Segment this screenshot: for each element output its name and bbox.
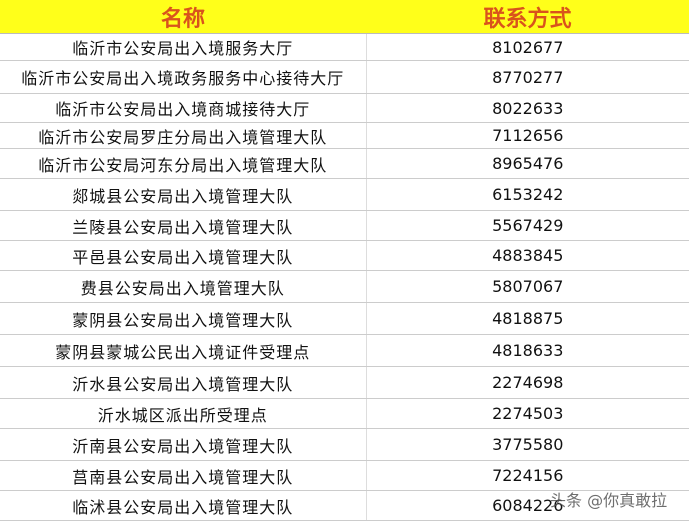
phone-number: 5567429 bbox=[366, 210, 689, 241]
table-row: 临沂市公安局出入境商城接待大厅 8022633 bbox=[0, 93, 689, 123]
phone-number: 2274698 bbox=[366, 366, 689, 399]
phone-number: 4818633 bbox=[366, 334, 689, 367]
phone-number: 3775580 bbox=[366, 428, 689, 461]
table-row: 临沂市公安局出入境政务服务中心接待大厅 8770277 bbox=[0, 60, 689, 94]
office-name: 临沂市公安局出入境政务服务中心接待大厅 bbox=[0, 60, 367, 94]
phone-number: 8102677 bbox=[366, 33, 689, 61]
table-row: 临沂市公安局河东分局出入境管理大队 8965476 bbox=[0, 148, 689, 179]
watermark: 头条 @你真敢拉 bbox=[550, 491, 668, 510]
table-row: 蒙阴县蒙城公民出入境证件受理点 4818633 bbox=[0, 334, 689, 367]
table-row: 平邑县公安局出入境管理大队 4883845 bbox=[0, 240, 689, 271]
table-row: 蒙阴县公安局出入境管理大队 4818875 bbox=[0, 302, 689, 335]
table-row: 沂南县公安局出入境管理大队 3775580 bbox=[0, 428, 689, 461]
office-name: 兰陵县公安局出入境管理大队 bbox=[0, 210, 367, 241]
table-row: 临沂市公安局罗庄分局出入境管理大队 7112656 bbox=[0, 122, 689, 149]
office-name: 临沭县公安局出入境管理大队 bbox=[0, 490, 367, 521]
office-name: 平邑县公安局出入境管理大队 bbox=[0, 240, 367, 271]
phone-number: 6153242 bbox=[366, 178, 689, 211]
phone-number: 8965476 bbox=[366, 148, 689, 179]
office-name: 莒南县公安局出入境管理大队 bbox=[0, 460, 367, 491]
table-row: 莒南县公安局出入境管理大队 7224156 bbox=[0, 460, 689, 491]
table-row: 郯城县公安局出入境管理大队 6153242 bbox=[0, 178, 689, 211]
phone-number: 2274503 bbox=[366, 398, 689, 429]
phone-number: 7224156 bbox=[366, 460, 689, 491]
phone-number: 8022633 bbox=[366, 93, 689, 123]
phone-number: 6084226 bbox=[366, 490, 689, 521]
office-name: 沂南县公安局出入境管理大队 bbox=[0, 428, 367, 461]
office-name: 临沂市公安局罗庄分局出入境管理大队 bbox=[0, 122, 367, 149]
table-row: 兰陵县公安局出入境管理大队 5567429 bbox=[0, 210, 689, 241]
phone-number: 8770277 bbox=[366, 60, 689, 94]
table-row: 临沭县公安局出入境管理大队 6084226 bbox=[0, 490, 689, 521]
phone-number: 5807067 bbox=[366, 270, 689, 303]
table-row: 沂水县公安局出入境管理大队 2274698 bbox=[0, 366, 689, 399]
office-name: 费县公安局出入境管理大队 bbox=[0, 270, 367, 303]
header-name: 名称 bbox=[0, 0, 366, 34]
table-row: 费县公安局出入境管理大队 5807067 bbox=[0, 270, 689, 303]
table-row: 沂水城区派出所受理点 2274503 bbox=[0, 398, 689, 429]
office-name: 临沂市公安局河东分局出入境管理大队 bbox=[0, 148, 367, 179]
office-name: 临沂市公安局出入境服务大厅 bbox=[0, 33, 367, 61]
header-contact: 联系方式 bbox=[366, 0, 689, 34]
phone-number: 4883845 bbox=[366, 240, 689, 271]
phone-number: 4818875 bbox=[366, 302, 689, 335]
office-name: 郯城县公安局出入境管理大队 bbox=[0, 178, 367, 211]
header-row: 名称 联系方式 bbox=[0, 0, 689, 34]
office-name: 沂水县公安局出入境管理大队 bbox=[0, 366, 367, 399]
phone-number: 7112656 bbox=[366, 122, 689, 149]
office-name: 沂水城区派出所受理点 bbox=[0, 398, 367, 429]
office-name: 蒙阴县公安局出入境管理大队 bbox=[0, 302, 367, 335]
table-row: 临沂市公安局出入境服务大厅 8102677 bbox=[0, 33, 689, 61]
office-name: 临沂市公安局出入境商城接待大厅 bbox=[0, 93, 367, 123]
office-name: 蒙阴县蒙城公民出入境证件受理点 bbox=[0, 334, 367, 367]
